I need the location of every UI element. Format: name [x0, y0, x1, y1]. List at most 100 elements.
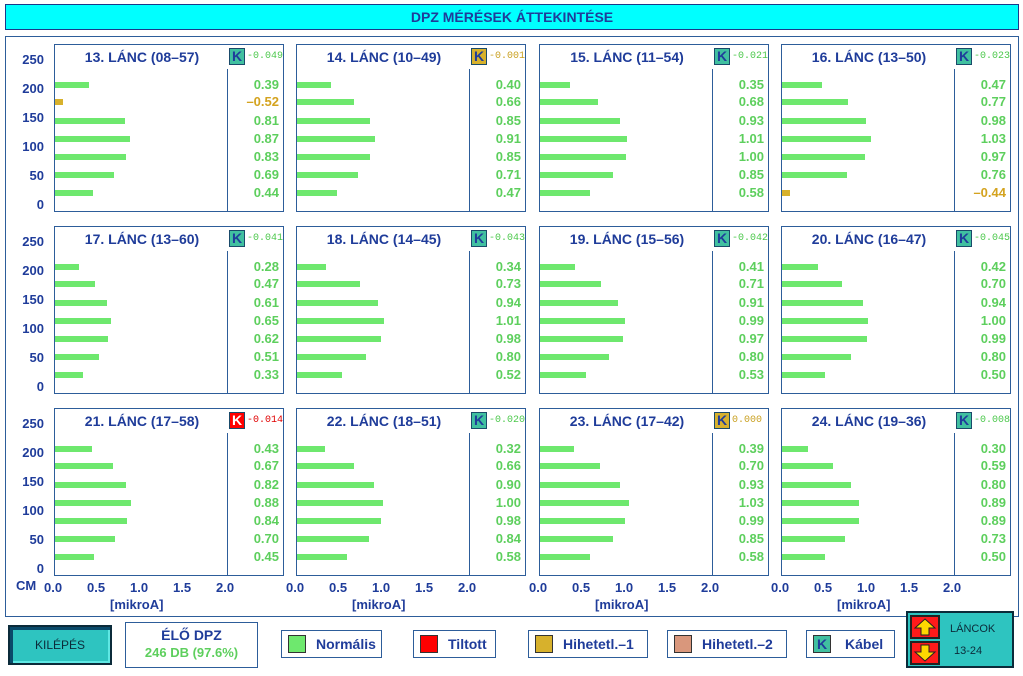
- x-tick-label: 2.0: [216, 580, 235, 595]
- measurement-value: 0.34: [495, 259, 521, 274]
- measurement-bar: [782, 354, 851, 360]
- y-tick-label: 0: [36, 197, 44, 212]
- measurement-value: 0.50: [980, 549, 1006, 564]
- measurement-value: 0.45: [253, 549, 279, 564]
- x-unit-label: [mikroA]: [352, 597, 406, 612]
- chains-up-button[interactable]: [910, 615, 940, 639]
- measurement-value: 0.94: [495, 295, 521, 310]
- measurement-bar: [782, 463, 833, 469]
- measurement-value: 0.66: [495, 458, 521, 473]
- chain-chart: 13. LÁNC (08–57) K -0.049 0.39 –0.52 0.81 0.87…: [54, 44, 284, 212]
- measurement-value: 0.85: [738, 167, 764, 182]
- x-unit-label: [mikroA]: [110, 597, 164, 612]
- chain-chart: 24. LÁNC (19–36) K -0.008 0.30 0.59 0.80 0.89 0…: [781, 408, 1011, 576]
- x-tick-label: 1.5: [173, 580, 192, 595]
- cable-k-value: -0.042: [732, 233, 769, 244]
- measurement-value: 1.03: [980, 131, 1006, 146]
- measurement-value: 0.97: [980, 149, 1006, 164]
- chain-title: 18. LÁNC (14–45): [326, 231, 442, 247]
- measurement-bar: [297, 518, 381, 524]
- measurement-value: 0.50: [980, 367, 1006, 382]
- measurement-value: 0.91: [495, 131, 521, 146]
- value-divider: [227, 69, 228, 211]
- measurement-value: 0.58: [495, 549, 521, 564]
- cable-k-icon: K: [714, 412, 730, 429]
- measurement-bar: [782, 264, 818, 270]
- page-title: DPZ MÉRÉSEK ÁTTEKINTÉSE: [5, 4, 1019, 30]
- measurement-value: 0.93: [738, 477, 764, 492]
- measurement-bar: [297, 536, 369, 542]
- measurement-value: 0.83: [253, 149, 279, 164]
- x-tick-label: 2.0: [701, 580, 720, 595]
- measurement-value: 0.52: [495, 367, 521, 382]
- chains-down-button[interactable]: [910, 641, 940, 665]
- cable-k-value: -0.045: [974, 233, 1011, 244]
- measurement-bar: [540, 318, 625, 324]
- measurement-value: 0.71: [738, 276, 764, 291]
- legend-normal-label: Normális: [316, 636, 376, 652]
- measurement-bar: [297, 554, 347, 560]
- cable-k-value: -0.014: [247, 415, 284, 426]
- measurement-value: 0.28: [253, 259, 279, 274]
- x-tick-label: 1.0: [615, 580, 634, 595]
- measurement-bar: [540, 172, 613, 178]
- measurement-value: 0.73: [980, 531, 1006, 546]
- measurement-bar: [540, 99, 598, 105]
- measurement-value: 0.39: [738, 441, 764, 456]
- chain-chart: 17. LÁNC (13–60) K -0.041 0.28 0.47 0.61 0.65 0…: [54, 226, 284, 394]
- measurement-value: 0.99: [980, 331, 1006, 346]
- y-tick-label: 100: [22, 503, 44, 518]
- measurement-bar: [540, 446, 574, 452]
- x-unit-label: [mikroA]: [837, 597, 891, 612]
- measurement-bar: [540, 554, 590, 560]
- measurement-bar: [540, 536, 613, 542]
- measurement-bar: [297, 190, 337, 196]
- value-divider: [712, 251, 713, 393]
- live-dpz-title: ÉLŐ DPZ: [161, 627, 222, 643]
- measurement-value: 0.62: [253, 331, 279, 346]
- measurement-bar: [782, 281, 842, 287]
- measurement-value: 0.99: [738, 513, 764, 528]
- chain-title: 22. LÁNC (18–51): [326, 413, 442, 429]
- x-tick-label: 0.0: [44, 580, 63, 595]
- chain-chart: 19. LÁNC (15–56) K -0.042 0.41 0.71 0.91 0.99 0…: [539, 226, 769, 394]
- legend-invalid2: Hihetetl.–2: [667, 630, 787, 658]
- measurement-value: 0.93: [738, 113, 764, 128]
- value-divider: [227, 433, 228, 575]
- measurement-bar: [297, 300, 378, 306]
- cable-k-icon: K: [471, 412, 487, 429]
- measurement-bar: [55, 300, 107, 306]
- measurement-bar: [782, 154, 865, 160]
- value-divider: [712, 69, 713, 211]
- cable-k-icon: K: [229, 412, 245, 429]
- cable-k-value: -0.043: [489, 233, 526, 244]
- measurement-bar: [55, 463, 113, 469]
- measurement-value: 0.70: [738, 458, 764, 473]
- measurement-bar: [55, 354, 99, 360]
- measurement-value: 0.97: [738, 331, 764, 346]
- measurement-value: 0.35: [738, 77, 764, 92]
- measurement-bar: [540, 82, 570, 88]
- measurement-value: 0.68: [738, 94, 764, 109]
- cable-k-value: -0.020: [489, 415, 526, 426]
- measurement-value: 0.33: [253, 367, 279, 382]
- cable-k-icon: K: [229, 48, 245, 65]
- legend-invalid1-label: Hihetetl.–1: [563, 636, 634, 652]
- y-tick-label: 100: [22, 139, 44, 154]
- measurement-bar: [782, 172, 847, 178]
- chain-title: 21. LÁNC (17–58): [84, 413, 200, 429]
- measurement-bar: [55, 518, 127, 524]
- measurement-value: 0.47: [980, 77, 1006, 92]
- measurement-value: 0.44: [253, 185, 279, 200]
- measurement-bar: [55, 336, 108, 342]
- exit-button[interactable]: KILÉPÉS: [8, 625, 112, 665]
- measurement-value: 0.42: [980, 259, 1006, 274]
- measurement-value: 0.71: [495, 167, 521, 182]
- measurement-value: 0.32: [495, 441, 521, 456]
- x-tick-label: 0.5: [87, 580, 106, 595]
- cable-k-icon: K: [714, 48, 730, 65]
- measurement-bar: [540, 372, 586, 378]
- legend-cable: K Kábel: [806, 630, 895, 658]
- cable-k-value: -0.021: [732, 51, 769, 62]
- measurement-value: 0.73: [495, 276, 521, 291]
